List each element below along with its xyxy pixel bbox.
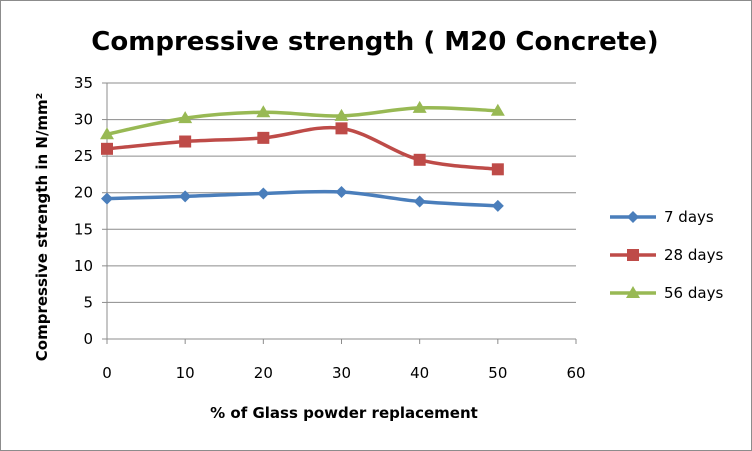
y-axis-title: Compressive strength in N/mm² — [33, 93, 51, 361]
legend-label: 56 days — [664, 284, 723, 302]
y-tick-label: 5 — [83, 293, 93, 311]
series-layer — [100, 100, 505, 212]
y-tick-label: 25 — [74, 147, 93, 165]
legend-item-28-days: 28 days — [610, 246, 723, 264]
data-point-7-days — [413, 195, 426, 208]
y-tick-label: 15 — [74, 220, 93, 238]
x-tick-label: 30 — [332, 364, 351, 382]
chart-title: Compressive strength ( M20 Concrete) — [91, 27, 658, 57]
data-point-56-days — [256, 105, 271, 118]
y-tick-labels: 0 5 10 15 20 25 30 35 — [74, 74, 93, 348]
series-7-days — [101, 185, 504, 212]
y-tick-label: 30 — [74, 111, 93, 129]
y-tick-label: 35 — [74, 74, 93, 92]
x-tick-labels: 0 10 20 30 40 50 60 — [102, 364, 585, 382]
y-tick-label: 20 — [74, 184, 93, 202]
data-point-28-days — [257, 131, 270, 144]
legend-marker — [627, 249, 639, 261]
series-56-days — [100, 100, 505, 140]
data-point-56-days — [490, 103, 505, 116]
data-point-7-days — [179, 190, 192, 203]
axes — [102, 82, 577, 344]
series-line-28-days — [106, 125, 499, 172]
data-point-28-days — [179, 135, 192, 148]
x-axis-title: % of Glass powder replacement — [210, 404, 478, 422]
series-line-56-days — [106, 105, 498, 136]
legend-marker — [627, 211, 639, 223]
data-point-28-days — [101, 142, 113, 155]
x-tick-label: 40 — [410, 364, 429, 382]
series-line-7-days — [106, 189, 498, 208]
data-point-7-days — [101, 192, 113, 205]
x-tick-label: 50 — [488, 364, 507, 382]
data-point-56-days — [334, 108, 349, 121]
data-point-7-days — [257, 187, 270, 200]
data-point-28-days — [413, 153, 426, 166]
y-tick-label: 0 — [83, 330, 93, 348]
legend-label: 28 days — [664, 246, 723, 264]
x-tick-label: 10 — [176, 364, 195, 382]
x-tick-label: 0 — [102, 364, 112, 382]
data-point-56-days — [178, 111, 193, 124]
data-point-28-days — [335, 122, 348, 135]
data-point-28-days — [491, 163, 504, 176]
data-point-56-days — [100, 127, 114, 140]
series-28-days — [101, 122, 504, 176]
legend-item-56-days: 56 days — [610, 284, 723, 302]
legend-item-7-days: 7 days — [610, 208, 714, 226]
data-point-56-days — [412, 100, 427, 113]
data-point-7-days — [491, 199, 504, 212]
x-tick-label: 20 — [254, 364, 273, 382]
legend-marker — [626, 286, 640, 298]
legend: 7 days 28 days 56 days — [610, 208, 723, 302]
x-tick-label: 60 — [566, 364, 585, 382]
data-point-7-days — [335, 185, 348, 198]
y-tick-label: 10 — [74, 257, 93, 275]
legend-label: 7 days — [664, 208, 714, 226]
